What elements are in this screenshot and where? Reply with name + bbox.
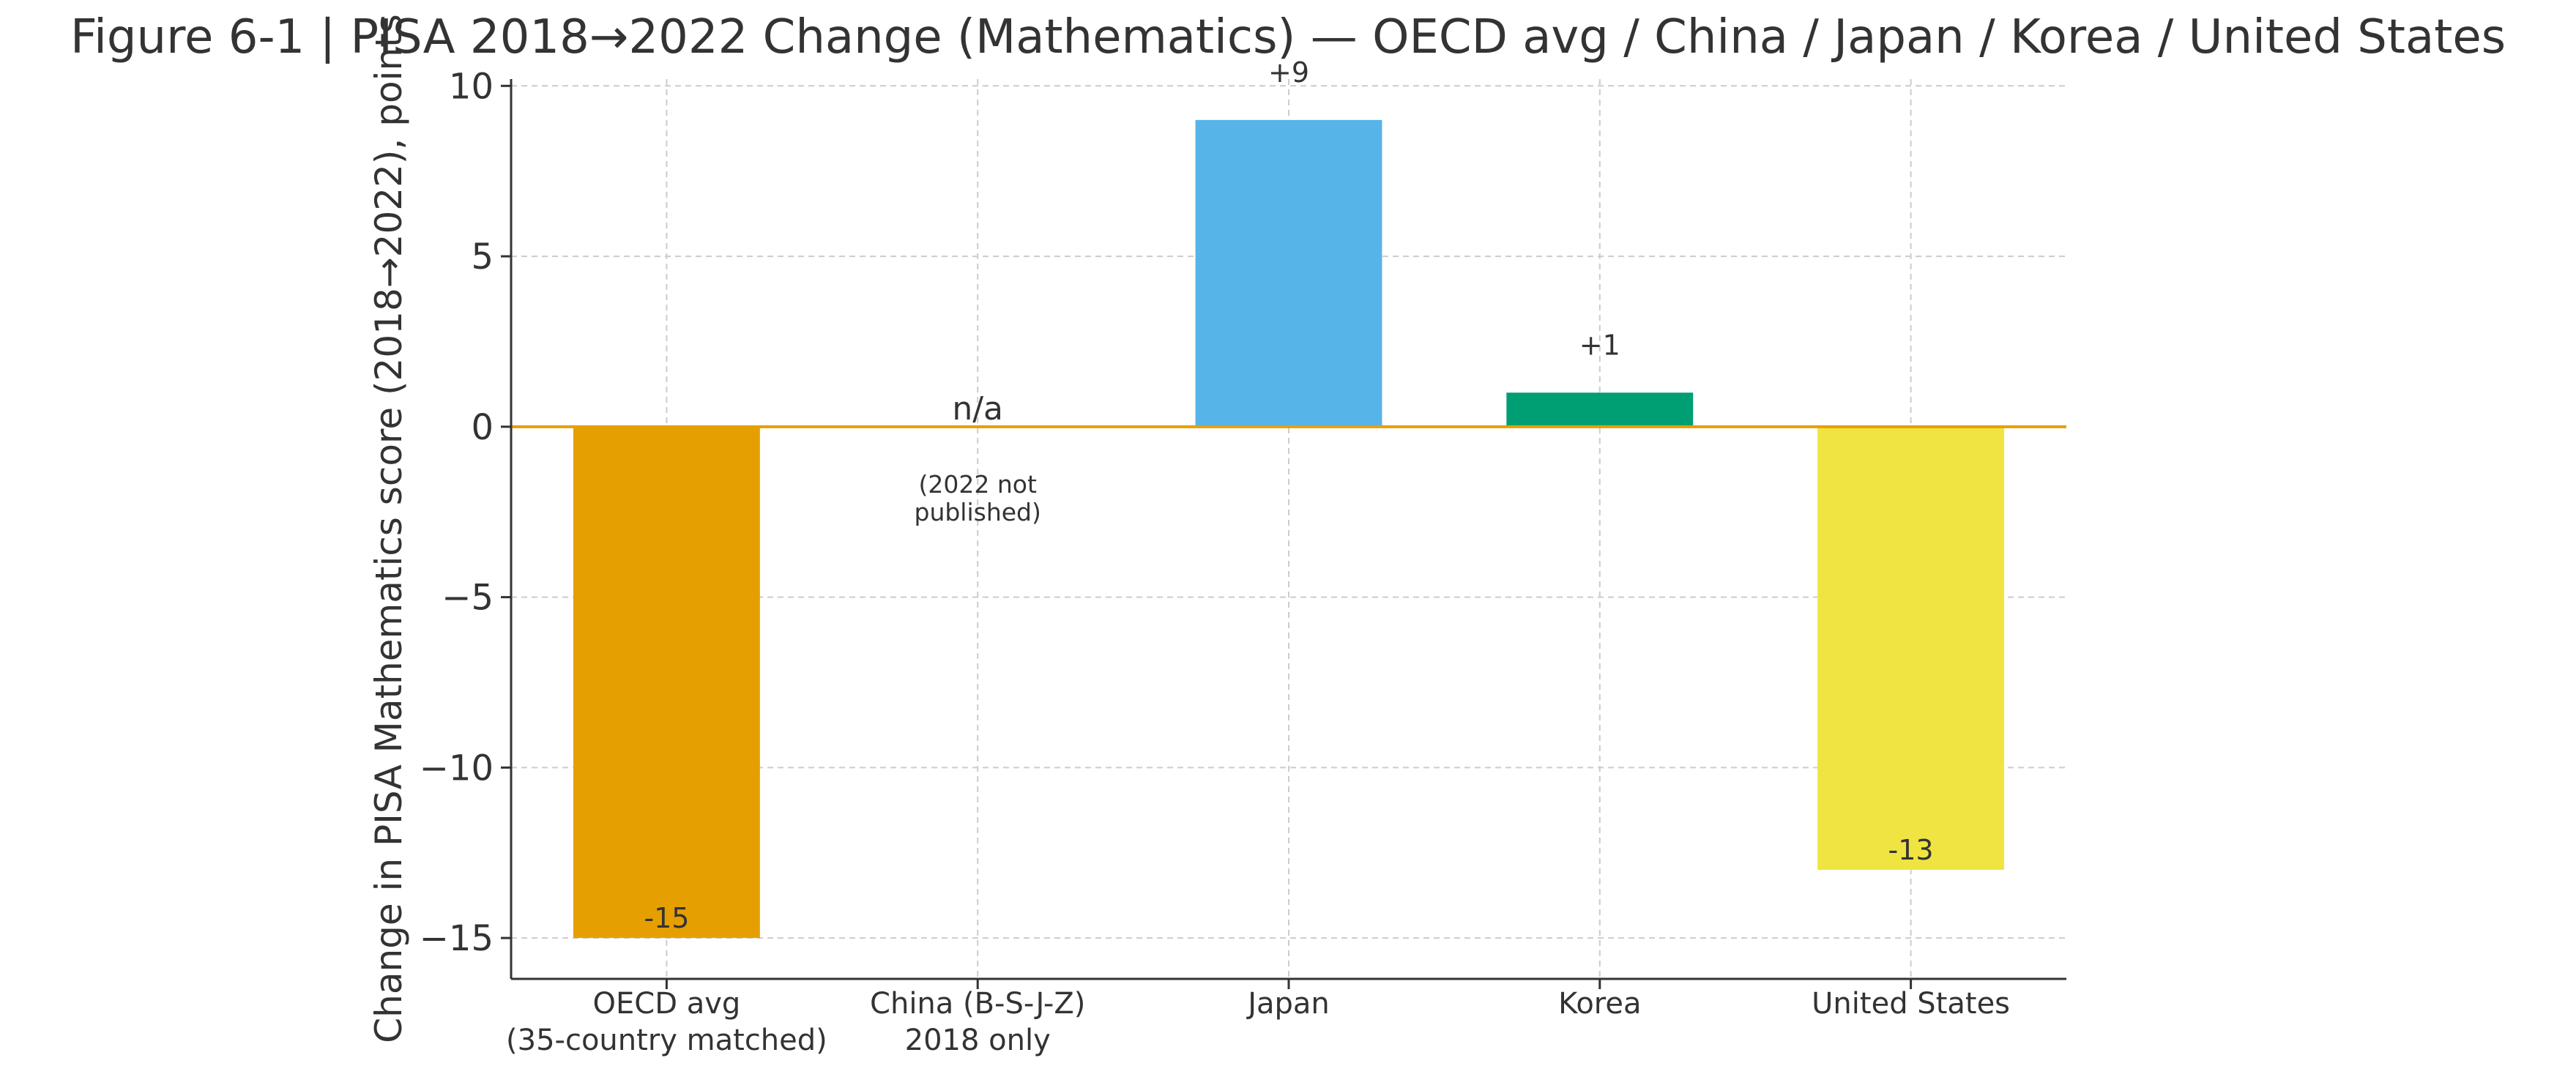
y-axis-label: Change in PISA Mathematics score (2018→2…: [368, 14, 410, 1043]
bar: [573, 426, 760, 939]
x-tick-label: United States: [1812, 987, 2010, 1021]
data-label: +9: [1268, 56, 1309, 89]
x-tick-label: 2018 only: [905, 1024, 1051, 1057]
x-tick-label: (35-country matched): [506, 1024, 827, 1057]
y-tick-label: −15: [420, 918, 494, 959]
y-tick-label: −10: [420, 748, 494, 789]
chart-title: Figure 6-1 | PISA 2018→2022 Change (Math…: [70, 10, 2506, 64]
axes: [501, 79, 2066, 989]
data-label: -13: [1888, 834, 1934, 866]
x-tick-label: China (B-S-J-Z): [870, 987, 1085, 1021]
bar: [1195, 119, 1382, 427]
annotation: (2022 not: [919, 470, 1037, 499]
x-tick-label: OECD avg: [593, 987, 741, 1021]
data-label: -15: [644, 902, 689, 934]
x-tick-label: Korea: [1558, 987, 1641, 1021]
y-tick-label: 10: [449, 66, 494, 107]
bars: [511, 119, 2066, 939]
y-tick-label: 0: [471, 407, 494, 448]
bar: [1506, 392, 1694, 427]
y-tick-label: 5: [471, 236, 494, 277]
data-label: n/a: [952, 390, 1003, 428]
annotation: published): [915, 498, 1041, 526]
y-tick-label: −5: [442, 578, 494, 619]
bar: [1817, 426, 2005, 871]
data-label: +1: [1579, 329, 1620, 361]
labels: −15 −10 −5 0 5 10 -15 n/a +9 +1 -13 (2022 notpublis…: [420, 56, 2010, 1057]
x-tick-label: Japan: [1246, 987, 1330, 1021]
